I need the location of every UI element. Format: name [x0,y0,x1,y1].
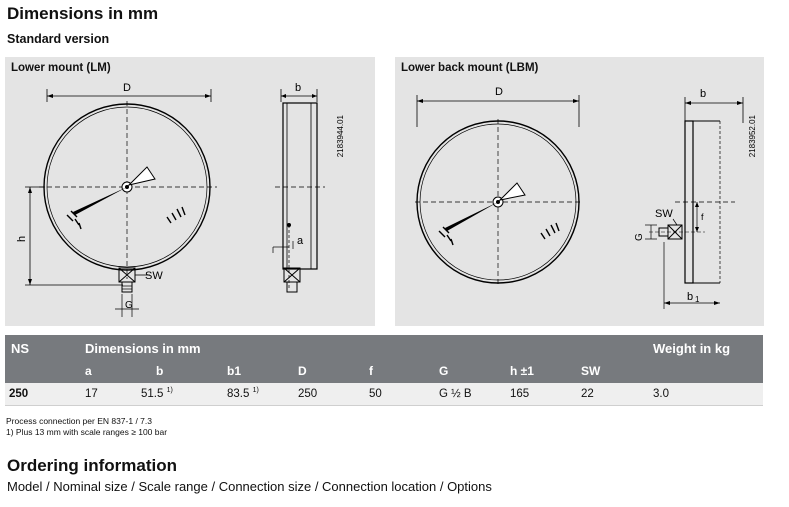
page-subtitle: Standard version [7,32,110,46]
lm-label-b: b [295,82,301,94]
cell-weight: 3.0 [653,388,669,400]
lbm-label-D: D [495,86,503,98]
lbm-drawing: D b SW G [415,86,757,309]
col-SW: SW [581,364,601,378]
cell-b1: 83.5 1) [227,387,259,400]
svg-text:1: 1 [695,295,700,304]
ordering-text: Model / Nominal size / Scale range / Con… [7,479,492,494]
ordering-title: Ordering information [7,456,177,475]
cell-b-footnote: 1) [166,387,173,394]
panel-lower-back-mount: Lower back mount (LBM) D b [395,57,764,326]
page-title: Dimensions in mm [7,4,159,23]
col-a: a [85,364,92,378]
dimensions-table: NS Dimensions in mm Weight in kg a b b1 … [5,335,763,406]
cell-ns: 250 [9,388,29,400]
cell-f: 50 [369,388,382,400]
panel-title-lm: Lower mount (LM) [11,62,111,74]
header-weight: Weight in kg [653,341,731,356]
panel-lower-mount: Lower mount (LM) D SW [5,57,375,326]
lbm-label-b: b [700,88,706,100]
lm-label-G: G [125,300,133,311]
col-f: f [369,364,373,378]
lbm-label-b1: b [687,291,693,303]
lbm-label-f: f [701,212,704,222]
table-header: NS Dimensions in mm Weight in kg a b b1 … [5,335,763,383]
col-D: D [298,364,307,378]
lm-drawing: D SW G h [16,82,345,317]
footnote-scale-ranges: 1) Plus 13 mm with scale ranges ≥ 100 ba… [6,427,168,437]
table-row: 250 17 51.5 1) 83.5 1) 250 50 G ½ B 165 … [5,383,763,406]
cell-h: 165 [510,388,530,400]
cell-D: 250 [298,388,318,400]
footnote-process-connection: Process connection per EN 837-1 / 7.3 [6,416,152,426]
header-ns: NS [11,341,30,356]
col-b1: b1 [227,364,242,378]
col-h: h ±1 [510,364,534,378]
col-G: G [439,364,449,378]
lbm-label-sw: SW [655,208,673,220]
lm-label-D: D [123,82,131,94]
cell-a: 17 [85,388,98,400]
lm-label-sw: SW [145,270,163,282]
cell-SW: 22 [581,388,594,400]
panel-title-lbm: Lower back mount (LBM) [401,62,539,74]
lm-label-a: a [297,235,304,247]
lm-label-h: h [16,236,28,242]
lbm-drawing-code: 2183952.01 [748,114,757,157]
lbm-label-G: G [634,233,645,241]
cell-b: 51.5 1) [141,387,173,400]
lm-drawing-code: 2183944.01 [336,114,345,157]
cell-G: G ½ B [439,388,472,400]
col-b: b [156,364,164,378]
cell-b1-footnote: 1) [252,387,259,394]
header-dimensions: Dimensions in mm [85,341,201,356]
